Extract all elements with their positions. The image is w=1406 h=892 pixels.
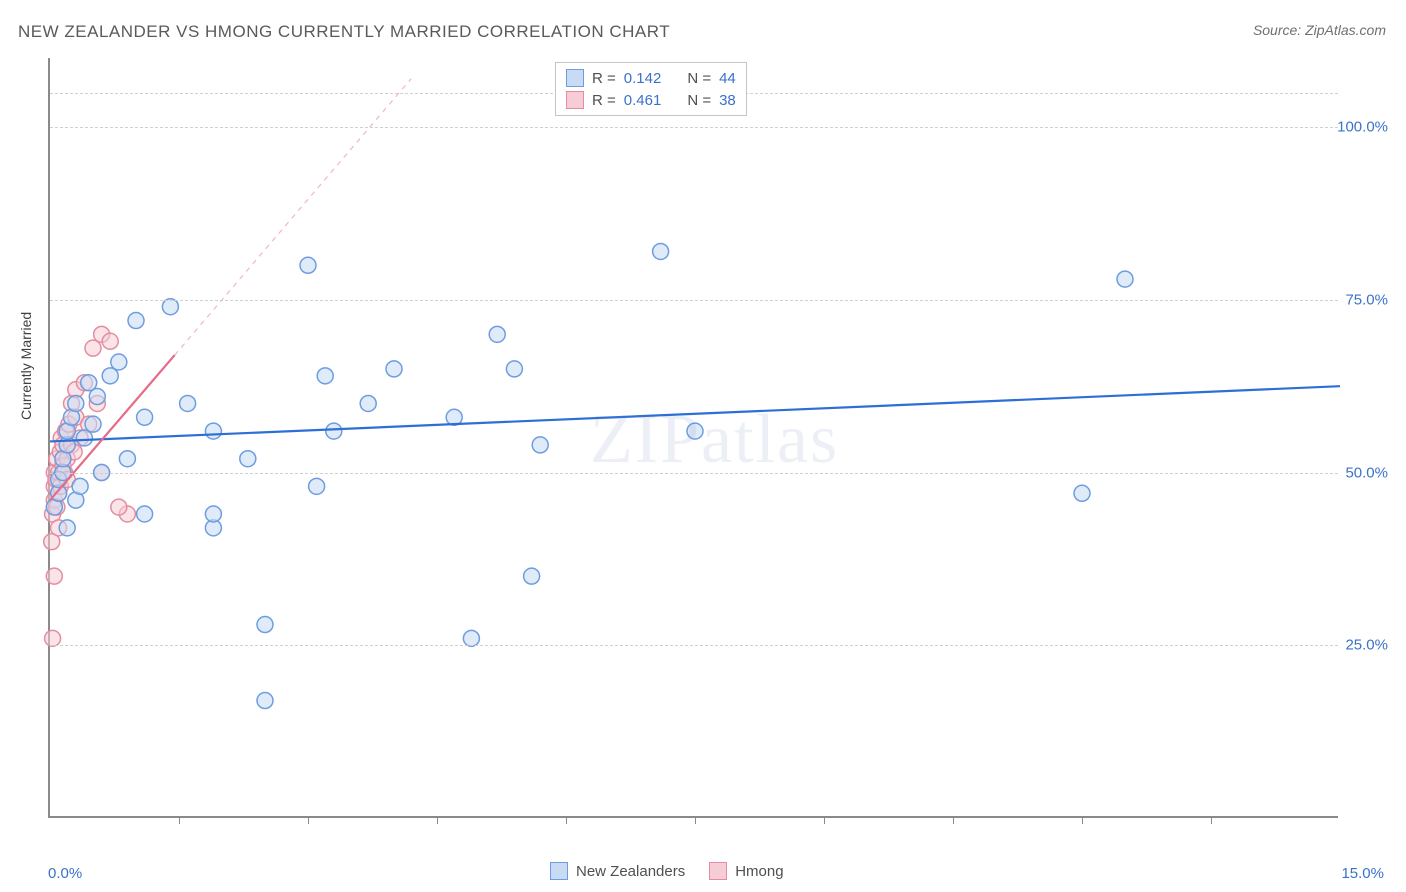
data-point: [317, 368, 333, 384]
data-point: [240, 451, 256, 467]
data-point: [85, 416, 101, 432]
data-point: [72, 478, 88, 494]
legend-n-label: N =: [687, 70, 711, 87]
data-point: [653, 243, 669, 259]
data-point: [257, 693, 273, 709]
data-point: [386, 361, 402, 377]
legend-swatch: [566, 69, 584, 87]
data-point: [162, 299, 178, 315]
data-point: [46, 568, 62, 584]
trend-ext: [175, 79, 412, 355]
data-point: [300, 257, 316, 273]
data-point: [532, 437, 548, 453]
data-point: [1117, 271, 1133, 287]
gridline: [50, 645, 1338, 646]
data-point: [45, 630, 61, 646]
y-tick-label: 75.0%: [1345, 291, 1388, 308]
x-tick: [1211, 816, 1212, 824]
legend-r-value: 0.142: [624, 70, 662, 87]
legend-swatch: [566, 91, 584, 109]
data-point: [128, 313, 144, 329]
x-tick: [308, 816, 309, 824]
plot-area: [48, 58, 1338, 818]
data-point: [137, 506, 153, 522]
gridline: [50, 473, 1338, 474]
legend-series-label: Hmong: [735, 863, 783, 880]
x-axis-min-label: 0.0%: [48, 865, 82, 882]
legend-series-item: New Zealanders: [550, 862, 685, 880]
y-tick-label: 50.0%: [1345, 464, 1388, 481]
x-tick: [824, 816, 825, 824]
x-tick: [179, 816, 180, 824]
x-tick: [695, 816, 696, 824]
data-point: [326, 423, 342, 439]
data-point: [89, 389, 105, 405]
data-point: [463, 630, 479, 646]
legend-series-item: Hmong: [709, 862, 783, 880]
data-point: [205, 506, 221, 522]
legend-series: New Zealanders Hmong: [550, 862, 784, 880]
data-point: [1074, 485, 1090, 501]
y-tick-label: 25.0%: [1345, 637, 1388, 654]
data-point: [506, 361, 522, 377]
data-point: [119, 451, 135, 467]
chart-title: NEW ZEALANDER VS HMONG CURRENTLY MARRIED…: [18, 22, 670, 42]
x-axis-max-label: 15.0%: [1341, 865, 1384, 882]
legend-correlation-box: R = 0.142 N = 44 R = 0.461 N = 38: [555, 62, 747, 116]
data-point: [111, 499, 127, 515]
legend-swatch: [709, 862, 727, 880]
x-tick: [437, 816, 438, 824]
gridline: [50, 127, 1338, 128]
legend-row: R = 0.461 N = 38: [566, 89, 736, 111]
data-point: [524, 568, 540, 584]
legend-n-value: 38: [719, 92, 736, 109]
data-point: [102, 333, 118, 349]
data-point: [59, 520, 75, 536]
legend-n-value: 44: [719, 70, 736, 87]
chart-svg: [50, 58, 1338, 816]
legend-n-label: N =: [687, 92, 711, 109]
data-point: [180, 395, 196, 411]
legend-swatch: [550, 862, 568, 880]
gridline: [50, 300, 1338, 301]
data-point: [137, 409, 153, 425]
legend-series-label: New Zealanders: [576, 863, 685, 880]
data-point: [257, 617, 273, 633]
data-point: [111, 354, 127, 370]
legend-r-label: R =: [592, 92, 616, 109]
x-tick: [953, 816, 954, 824]
data-point: [309, 478, 325, 494]
legend-r-value: 0.461: [624, 92, 662, 109]
data-point: [687, 423, 703, 439]
y-axis-label: Currently Married: [18, 312, 34, 420]
legend-row: R = 0.142 N = 44: [566, 67, 736, 89]
source-label: Source: ZipAtlas.com: [1253, 22, 1386, 38]
x-tick: [566, 816, 567, 824]
data-point: [205, 423, 221, 439]
data-point: [360, 395, 376, 411]
data-point: [68, 395, 84, 411]
data-point: [489, 326, 505, 342]
y-tick-label: 100.0%: [1337, 119, 1388, 136]
legend-r-label: R =: [592, 70, 616, 87]
x-tick: [1082, 816, 1083, 824]
